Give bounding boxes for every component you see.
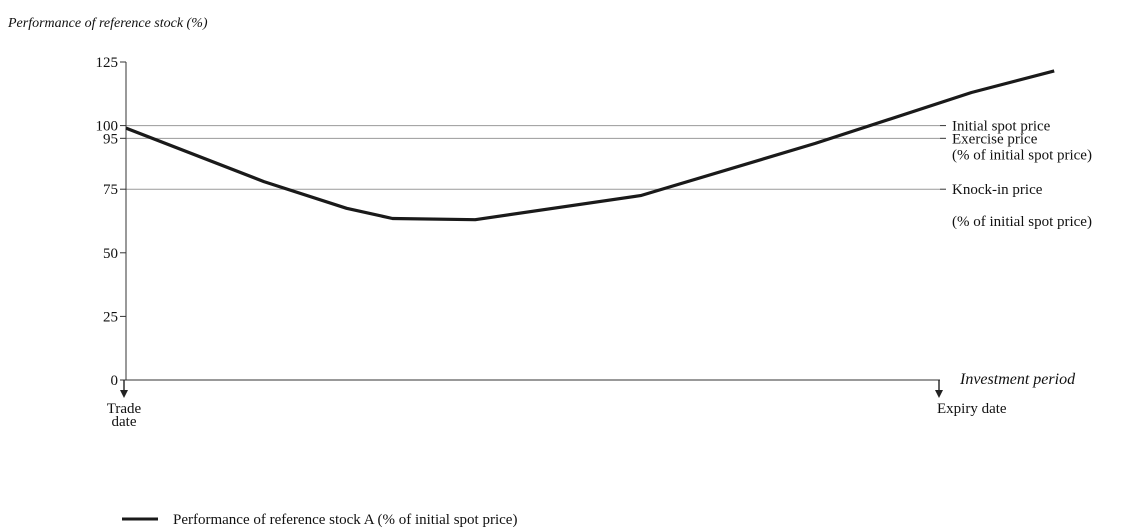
series-line [125,69,1055,222]
y-axis-title: Performance of reference stock (%) [7,16,208,31]
x-tick-label: Trade [107,401,142,417]
x-axis-title: Investment period [959,371,1076,388]
y-tick-label: 75 [103,182,118,198]
x-tick-label: Expiry date [937,401,1007,417]
x-tick-arrow-head [120,390,128,398]
y-tick-label: 50 [103,246,118,262]
reference-label: (% of initial spot price) [952,147,1092,163]
x-tick-label: date [112,414,137,430]
y-tick-label: 100 [96,119,119,135]
reference-label: Exercise price [952,131,1038,147]
y-tick-label: 0 [111,373,119,389]
x-tick-arrow-head [935,390,943,398]
reference-label: Initial spot price [952,119,1051,135]
series-group [125,69,1055,222]
legend: Performance of reference stock A (% of i… [122,512,517,528]
legend-label: Performance of reference stock A (% of i… [173,512,517,528]
reference-label: (% of initial spot price) [952,214,1092,230]
y-tick-label: 125 [96,55,119,71]
reference-label: Knock-in price [952,182,1043,198]
y-tick-label: 95 [103,131,118,147]
y-tick-label: 25 [103,309,118,325]
reference-lines [126,125,946,190]
